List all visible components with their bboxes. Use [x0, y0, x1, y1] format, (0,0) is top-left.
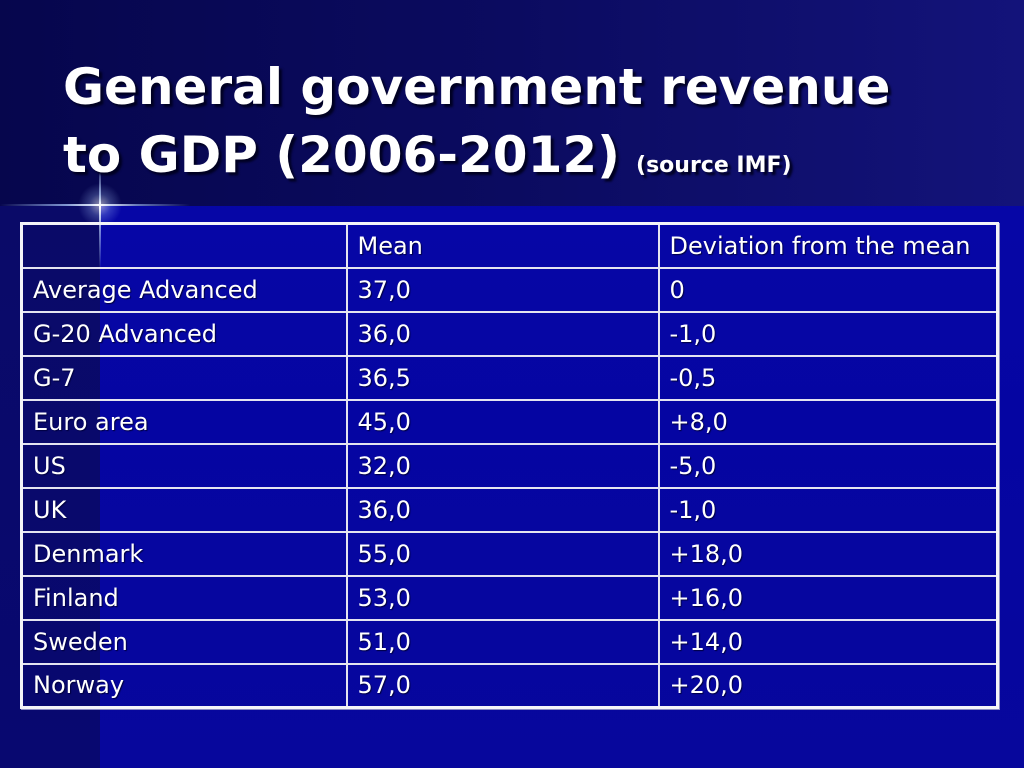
country-cell: US — [20, 442, 348, 489]
country-cell: Norway — [20, 662, 348, 709]
deviation-cell: +14,0 — [657, 618, 999, 665]
mean-cell: 55,0 — [345, 530, 660, 577]
deviation-cell: +16,0 — [657, 574, 999, 621]
deviation-cell: 0 — [657, 266, 999, 313]
mean-cell: 36,5 — [345, 354, 660, 401]
table-row: Euro area 45,0 +8,0 — [20, 398, 999, 445]
table-row: Norway 57,0 +20,0 — [20, 662, 999, 709]
header-country-cell — [20, 222, 348, 269]
table-row: Average Advanced 37,0 0 — [20, 266, 999, 313]
table-row: Finland 53,0 +16,0 — [20, 574, 999, 621]
table-row: G-20 Advanced 36,0 -1,0 — [20, 310, 999, 357]
deviation-cell: -5,0 — [657, 442, 999, 489]
deviation-cell: +8,0 — [657, 398, 999, 445]
title-line-2: to GDP (2006-2012) — [63, 126, 621, 184]
country-cell: Euro area — [20, 398, 348, 445]
table-row: UK 36,0 -1,0 — [20, 486, 999, 533]
table-row: US 32,0 -5,0 — [20, 442, 999, 489]
table-row: Denmark 55,0 +18,0 — [20, 530, 999, 577]
title-source: (source IMF) — [636, 153, 792, 178]
country-cell: Average Advanced — [20, 266, 348, 313]
table-row: G-7 36,5 -0,5 — [20, 354, 999, 401]
country-cell: G-20 Advanced — [20, 310, 348, 357]
mean-cell: 57,0 — [345, 662, 660, 709]
mean-cell: 32,0 — [345, 442, 660, 489]
deviation-cell: -1,0 — [657, 486, 999, 533]
country-cell: Finland — [20, 574, 348, 621]
revenue-table: Mean Deviation from the mean Average Adv… — [20, 222, 999, 709]
mean-cell: 45,0 — [345, 398, 660, 445]
mean-cell: 36,0 — [345, 310, 660, 357]
title-band-background — [0, 0, 1024, 206]
country-cell: Denmark — [20, 530, 348, 577]
table-row: Sweden 51,0 +14,0 — [20, 618, 999, 665]
deviation-cell: +18,0 — [657, 530, 999, 577]
country-cell: Sweden — [20, 618, 348, 665]
table-header-row: Mean Deviation from the mean — [20, 222, 999, 269]
title-line-1: General government revenue — [63, 58, 891, 116]
header-deviation-cell: Deviation from the mean — [657, 222, 999, 269]
deviation-cell: -0,5 — [657, 354, 999, 401]
slide-title: General government revenue to GDP (2006-… — [63, 53, 890, 200]
mean-cell: 37,0 — [345, 266, 660, 313]
mean-cell: 36,0 — [345, 486, 660, 533]
country-cell: UK — [20, 486, 348, 533]
deviation-cell: -1,0 — [657, 310, 999, 357]
flare-glow — [78, 183, 122, 227]
mean-cell: 53,0 — [345, 574, 660, 621]
mean-cell: 51,0 — [345, 618, 660, 665]
header-mean-cell: Mean — [345, 222, 660, 269]
deviation-cell: +20,0 — [657, 662, 999, 709]
country-cell: G-7 — [20, 354, 348, 401]
